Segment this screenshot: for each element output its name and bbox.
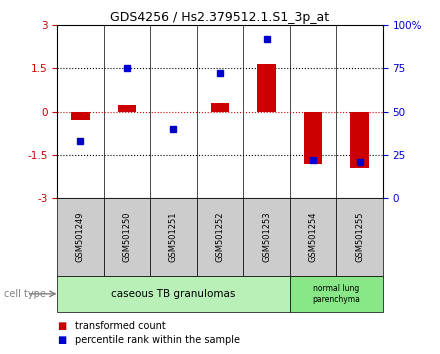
Text: ■: ■ (57, 335, 66, 345)
Text: GSM501251: GSM501251 (169, 212, 178, 262)
Text: GSM501250: GSM501250 (122, 212, 132, 262)
Bar (211, 103, 229, 112)
Bar (71, 112, 90, 120)
Text: transformed count: transformed count (75, 321, 165, 331)
Bar (104, 198, 150, 276)
Text: cell type: cell type (4, 289, 46, 299)
Text: GSM501255: GSM501255 (355, 212, 364, 262)
Text: percentile rank within the sample: percentile rank within the sample (75, 335, 240, 345)
Bar (57, 276, 290, 312)
Bar (350, 112, 369, 168)
Bar (197, 198, 243, 276)
Bar (243, 198, 290, 276)
Text: GSM501249: GSM501249 (76, 212, 85, 262)
Title: GDS4256 / Hs2.379512.1.S1_3p_at: GDS4256 / Hs2.379512.1.S1_3p_at (110, 11, 330, 24)
Text: GSM501253: GSM501253 (262, 212, 271, 263)
Bar (257, 64, 276, 112)
Text: GSM501252: GSM501252 (216, 212, 224, 262)
Bar (117, 105, 136, 112)
Text: GSM501254: GSM501254 (308, 212, 318, 262)
Bar (336, 198, 383, 276)
Bar (290, 198, 336, 276)
Bar (304, 112, 323, 164)
Bar (150, 198, 197, 276)
Bar (57, 198, 104, 276)
Text: ■: ■ (57, 321, 66, 331)
Text: caseous TB granulomas: caseous TB granulomas (111, 289, 236, 299)
Bar (290, 276, 383, 312)
Text: normal lung
parenchyma: normal lung parenchyma (312, 284, 360, 303)
